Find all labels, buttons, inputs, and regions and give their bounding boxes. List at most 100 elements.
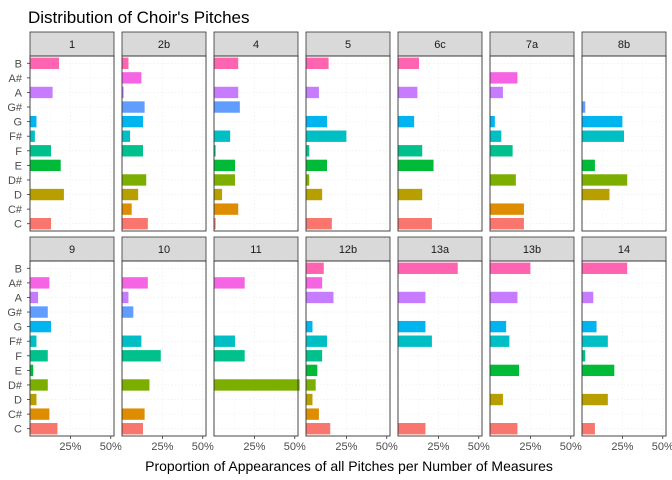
facet-panel-7a: 7a	[489, 31, 575, 232]
facet-panel-8b: 8b	[581, 31, 667, 232]
bar-4-G#	[214, 101, 240, 113]
facet-strip-label: 6c	[434, 39, 446, 51]
panel-border	[213, 55, 299, 232]
x-tick-label: 25%	[519, 441, 541, 453]
bar-5-D#	[306, 174, 310, 186]
bar-13a-A	[398, 291, 426, 304]
bar-9-C#	[30, 408, 50, 420]
y-tick-label: F#	[9, 131, 23, 143]
x-tick-label: 50%	[652, 441, 672, 453]
bar-7a-C	[490, 218, 524, 230]
bar-12b-A	[306, 291, 334, 304]
bar-5-A	[306, 86, 319, 99]
bar-6c-B	[398, 57, 419, 69]
facet-strip-label: 11	[250, 244, 261, 256]
x-tick-label: 50%	[376, 441, 398, 453]
panel-border	[29, 260, 115, 437]
bar-4-B	[214, 57, 239, 69]
y-tick-label: G	[13, 322, 22, 334]
panel-border	[581, 55, 667, 232]
bar-5-D	[306, 188, 323, 201]
bar-8b-D	[582, 188, 610, 201]
x-tick-label: 25%	[611, 441, 633, 453]
panels-layer: 1CC#DD#EFF#GG#AA#B2b 4 5 6c 7a 8b9CC#DD#EFF#G…	[7, 31, 672, 453]
bar-4-D	[214, 188, 223, 201]
bar-10-G#	[122, 306, 134, 318]
y-tick-label: C	[14, 219, 22, 231]
facet-strip-label: 5	[345, 39, 351, 51]
bar-13b-C	[490, 423, 518, 435]
bar-1-C	[30, 218, 51, 230]
bar-9-F#	[30, 335, 37, 347]
facet-strip-label: 7a	[526, 39, 539, 51]
facet-strip	[213, 236, 299, 262]
panel-border	[397, 260, 483, 437]
facet-strip	[29, 236, 115, 262]
bar-2b-G	[122, 115, 143, 128]
bar-12b-D#	[306, 379, 316, 391]
facet-panel-12b: 12b 25% 50%	[305, 236, 398, 453]
bar-12b-G	[306, 320, 313, 333]
bar-13b-E	[490, 364, 520, 377]
bar-5-G	[306, 115, 327, 128]
bar-2b-A	[122, 86, 124, 99]
bar-6c-G	[398, 115, 415, 128]
bar-1-F#	[30, 130, 35, 142]
bar-1-A	[30, 86, 53, 99]
facet-strip	[397, 31, 483, 57]
bar-12b-A#	[306, 277, 323, 289]
chart-title: Distribution of Choir's Pitches	[28, 8, 250, 27]
bar-6c-A	[398, 86, 418, 99]
x-tick-label: 25%	[335, 441, 357, 453]
y-tick-label: D#	[8, 175, 23, 187]
bar-9-D	[30, 393, 37, 406]
bar-14-B	[582, 262, 628, 274]
y-tick-label: C#	[8, 409, 23, 421]
panel-border	[305, 55, 391, 232]
bar-8b-G#	[582, 101, 586, 113]
bar-9-F	[30, 350, 48, 362]
facet-strip	[29, 31, 115, 57]
bar-4-C	[214, 218, 216, 230]
bar-12b-C#	[306, 408, 319, 420]
bar-4-F	[214, 145, 216, 157]
x-tick-label: 50%	[284, 441, 306, 453]
bar-7a-D#	[490, 174, 516, 186]
y-tick-label: G#	[7, 307, 23, 319]
facet-strip-label: 1	[69, 39, 75, 51]
facet-strip	[397, 236, 483, 262]
y-tick-label: A#	[9, 73, 23, 85]
panel-border	[213, 260, 299, 437]
bar-10-A	[122, 291, 129, 304]
facet-strip	[121, 31, 207, 57]
panel-border	[121, 260, 207, 437]
bar-9-E	[30, 364, 34, 377]
bar-7a-C#	[490, 203, 524, 215]
facet-strip-label: 12b	[339, 244, 357, 256]
facet-panel-10: 10 25% 50%	[121, 236, 214, 453]
y-tick-label: F	[15, 146, 22, 158]
bar-2b-F#	[122, 130, 131, 142]
bar-12b-B	[306, 262, 324, 274]
y-tick-label: B	[15, 58, 22, 70]
bar-12b-F#	[306, 335, 327, 347]
bar-10-C	[122, 423, 143, 435]
facet-strip-label: 14	[618, 244, 630, 256]
bar-12b-D	[306, 393, 313, 406]
facet-panel-4: 4	[213, 31, 299, 232]
panel-border	[121, 55, 207, 232]
y-tick-label: E	[15, 160, 22, 172]
bar-8b-F#	[582, 130, 624, 142]
bar-7a-A#	[490, 72, 518, 84]
bar-7a-F	[490, 145, 513, 157]
facet-strip-label: 2b	[158, 39, 170, 51]
bar-9-A	[30, 291, 39, 304]
bar-8b-D#	[582, 174, 628, 186]
facet-strip-label: 9	[69, 244, 75, 256]
facet-panel-1: 1 C C# D D# EF F# G G# A A# B	[7, 31, 115, 232]
bar-14-F#	[582, 335, 608, 347]
bar-9-A#	[30, 277, 50, 289]
bar-12b-E	[306, 364, 318, 377]
bar-13b-A	[490, 291, 518, 304]
y-tick-label: D	[14, 395, 22, 407]
